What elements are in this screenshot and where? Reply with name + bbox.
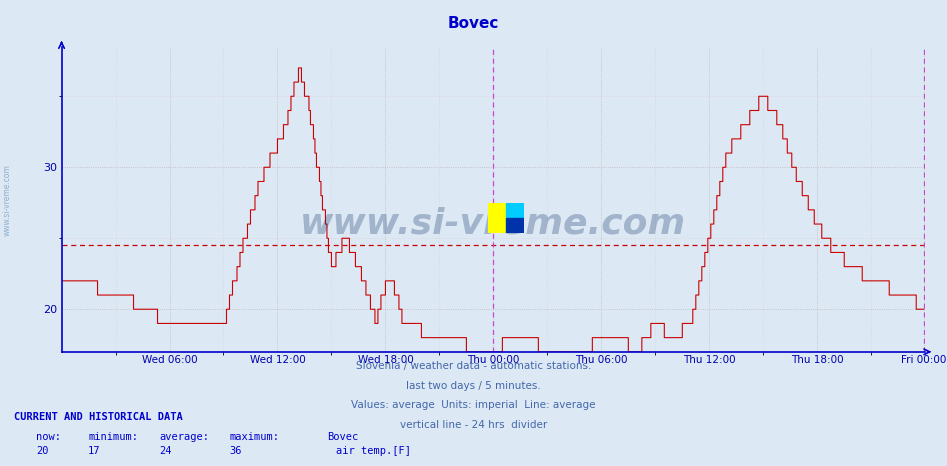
Text: 24: 24	[159, 446, 171, 456]
Text: minimum:: minimum:	[88, 432, 138, 442]
Text: 20: 20	[36, 446, 48, 456]
Text: vertical line - 24 hrs  divider: vertical line - 24 hrs divider	[400, 420, 547, 430]
Text: average:: average:	[159, 432, 209, 442]
Polygon shape	[506, 203, 524, 218]
Polygon shape	[488, 203, 506, 233]
Text: CURRENT AND HISTORICAL DATA: CURRENT AND HISTORICAL DATA	[14, 412, 183, 422]
Text: Bovec: Bovec	[327, 432, 358, 442]
Text: 17: 17	[88, 446, 100, 456]
Text: air temp.[F]: air temp.[F]	[336, 446, 411, 456]
Text: now:: now:	[36, 432, 61, 442]
Text: www.si-vreme.com: www.si-vreme.com	[300, 206, 687, 240]
Text: 36: 36	[229, 446, 241, 456]
Text: Bovec: Bovec	[448, 16, 499, 31]
Text: maximum:: maximum:	[229, 432, 279, 442]
Text: last two days / 5 minutes.: last two days / 5 minutes.	[406, 381, 541, 391]
Text: Values: average  Units: imperial  Line: average: Values: average Units: imperial Line: av…	[351, 400, 596, 410]
Polygon shape	[506, 218, 524, 233]
Text: www.si-vreme.com: www.si-vreme.com	[3, 164, 12, 236]
Text: Slovenia / weather data - automatic stations.: Slovenia / weather data - automatic stat…	[356, 361, 591, 371]
